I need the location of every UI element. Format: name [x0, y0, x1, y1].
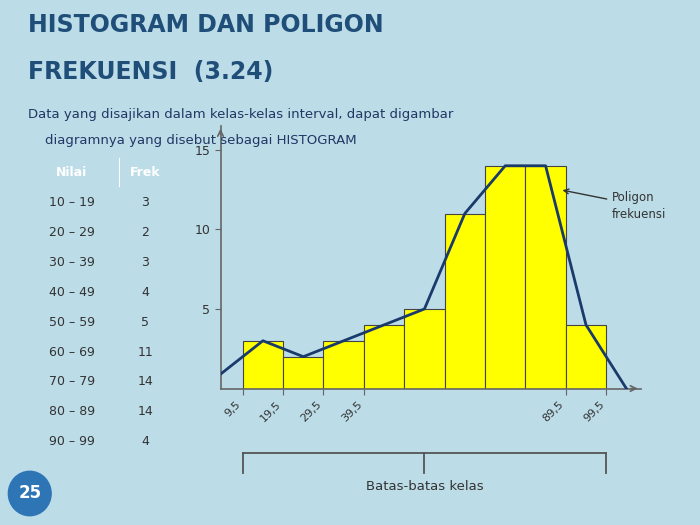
Text: 3: 3	[141, 196, 149, 209]
Text: 3: 3	[141, 256, 149, 269]
Bar	[283, 356, 323, 388]
Text: Frek: Frek	[130, 166, 160, 179]
Text: 50 – 59: 50 – 59	[49, 316, 94, 329]
Text: 70 – 79: 70 – 79	[49, 375, 94, 388]
Bar	[405, 309, 444, 388]
Text: Poligon
frekuensi: Poligon frekuensi	[564, 189, 666, 220]
Text: 5: 5	[141, 316, 149, 329]
Bar	[526, 166, 566, 388]
Text: 90 – 99: 90 – 99	[49, 435, 94, 448]
Text: 60 – 69: 60 – 69	[49, 345, 94, 359]
Text: FREKUENSI  (3.24): FREKUENSI (3.24)	[28, 60, 274, 85]
Text: 4: 4	[141, 286, 149, 299]
Bar	[323, 341, 364, 388]
Text: 40 – 49: 40 – 49	[49, 286, 94, 299]
Text: 30 – 39: 30 – 39	[49, 256, 94, 269]
Text: Nilai: Nilai	[56, 166, 88, 179]
Text: diagramnya yang disebut sebagai HISTOGRAM: diagramnya yang disebut sebagai HISTOGRA…	[28, 134, 356, 147]
Circle shape	[8, 471, 51, 516]
Bar	[485, 166, 526, 388]
Text: 14: 14	[137, 405, 153, 418]
Text: 2: 2	[141, 226, 149, 239]
Text: 25: 25	[18, 485, 41, 502]
Text: 11: 11	[137, 345, 153, 359]
Text: Batas-batas kelas: Batas-batas kelas	[365, 480, 483, 493]
Text: 4: 4	[141, 435, 149, 448]
Bar	[243, 341, 283, 388]
Text: 80 – 89: 80 – 89	[49, 405, 94, 418]
Text: HISTOGRAM DAN POLIGON: HISTOGRAM DAN POLIGON	[28, 13, 384, 37]
Text: Data yang disajikan dalam kelas-kelas interval, dapat digambar: Data yang disajikan dalam kelas-kelas in…	[28, 108, 454, 121]
Text: 14: 14	[137, 375, 153, 388]
Bar	[364, 325, 405, 388]
Bar	[444, 214, 485, 388]
Text: 10 – 19: 10 – 19	[49, 196, 94, 209]
Bar	[566, 325, 606, 388]
Text: 20 – 29: 20 – 29	[49, 226, 94, 239]
